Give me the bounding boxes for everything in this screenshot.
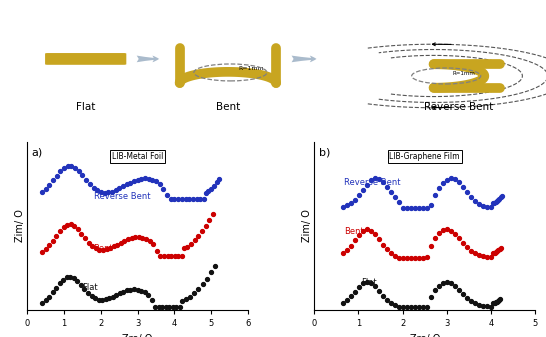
FancyBboxPatch shape: [45, 53, 126, 65]
Text: R=1mm: R=1mm: [238, 66, 264, 71]
Text: Reverse Bent: Reverse Bent: [93, 192, 150, 201]
X-axis label: Zre/ O: Zre/ O: [122, 334, 153, 337]
Text: Flat: Flat: [76, 101, 96, 112]
Y-axis label: Zim/ O: Zim/ O: [15, 210, 25, 242]
Text: Bent: Bent: [93, 244, 113, 253]
Text: Flat: Flat: [82, 283, 98, 293]
Text: Reverse Bent: Reverse Bent: [424, 101, 494, 112]
Text: LIB-Metal Foil: LIB-Metal Foil: [112, 152, 163, 161]
Text: b): b): [319, 147, 330, 157]
Text: Reverse Bent: Reverse Bent: [345, 178, 401, 187]
X-axis label: Zre/ O: Zre/ O: [410, 334, 440, 337]
Text: Bent: Bent: [216, 101, 240, 112]
Text: Bent: Bent: [345, 227, 364, 236]
Text: R=1mm: R=1mm: [453, 71, 476, 76]
Y-axis label: Zim/ O: Zim/ O: [301, 210, 312, 242]
Text: a): a): [32, 147, 43, 157]
Text: Flat: Flat: [361, 278, 376, 287]
Text: LIB-Graphene Film: LIB-Graphene Film: [389, 152, 460, 161]
